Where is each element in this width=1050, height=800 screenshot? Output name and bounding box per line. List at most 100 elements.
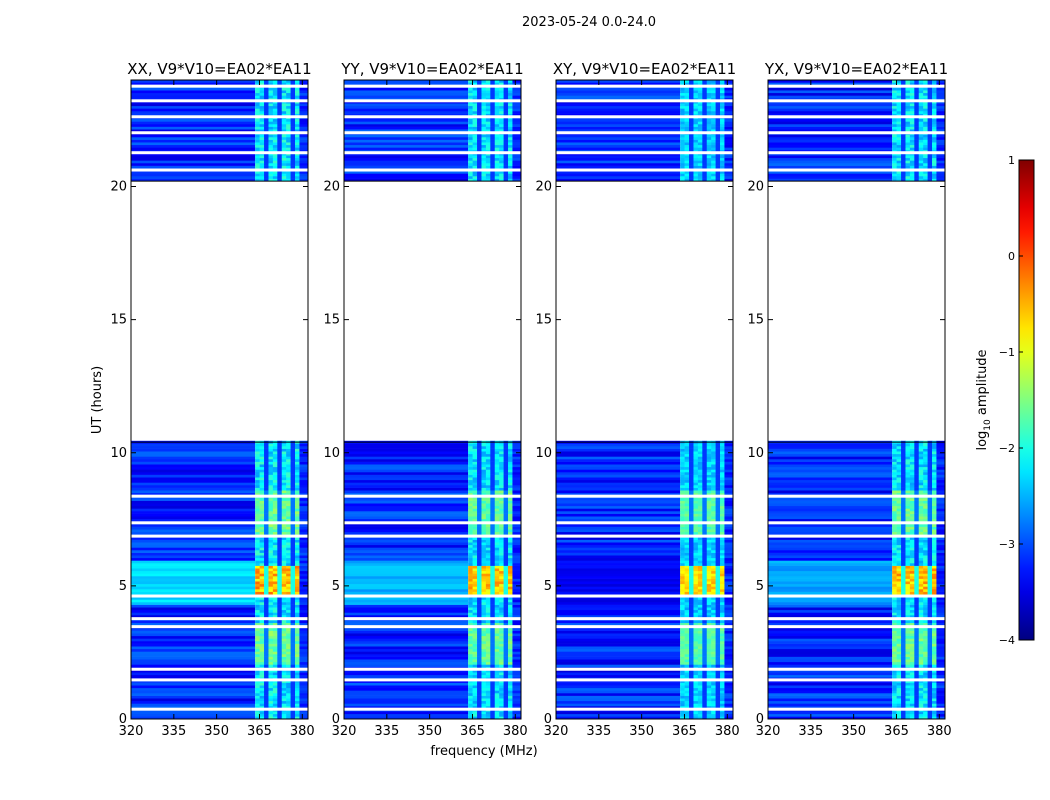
heatmap-cell: [680, 641, 685, 644]
heatmap-cell: [295, 633, 300, 637]
heatmap-cell: [268, 552, 274, 556]
heatmap-cell: [503, 672, 509, 676]
heatmap-cell: [259, 443, 265, 447]
heatmap-cell: [272, 687, 278, 691]
heatmap-cell: [259, 503, 265, 507]
heatmap-cell: [485, 669, 491, 673]
heatmap-cell: [477, 136, 482, 140]
heatmap-cell: [499, 456, 504, 460]
heatmap-cell: [556, 459, 681, 462]
heatmap-cell: [290, 147, 296, 151]
heatmap-cell: [693, 490, 699, 494]
heatmap-cell: [494, 524, 500, 527]
heatmap-cell: [259, 604, 265, 608]
heatmap-cell: [720, 690, 725, 694]
heatmap-cell: [556, 170, 681, 174]
heatmap-cell: [490, 531, 496, 535]
flagged-row: [344, 168, 521, 172]
heatmap-cell: [706, 565, 712, 569]
heatmap-cell: [281, 638, 287, 642]
flagged-row: [344, 521, 521, 525]
heatmap-cell: [299, 552, 308, 556]
heatmap-cell: [702, 659, 708, 663]
heatmap-cell: [264, 552, 269, 556]
heatmap-cell: [556, 690, 681, 694]
heatmap-cell: [264, 466, 269, 470]
heatmap-cell: [259, 155, 265, 159]
heatmap-cell: [472, 703, 478, 707]
heatmap-cell: [556, 557, 681, 561]
heatmap-cell: [490, 139, 496, 143]
heatmap-cell: [268, 565, 274, 569]
heatmap-cell: [697, 693, 703, 696]
heatmap-cell: [299, 698, 308, 702]
heatmap-cell: [295, 123, 300, 127]
heatmap-cell: [295, 144, 300, 148]
heatmap-cell: [286, 503, 291, 507]
heatmap-cell: [702, 609, 708, 613]
heatmap-cell: [508, 602, 513, 605]
heatmap-cell: [512, 628, 521, 631]
heatmap-cell: [702, 550, 708, 553]
heatmap-cell: [281, 680, 287, 683]
heatmap-cell: [680, 622, 685, 626]
heatmap-cell: [720, 160, 725, 164]
heatmap-cell: [508, 464, 513, 468]
heatmap-cell: [255, 542, 260, 546]
heatmap-cell: [715, 638, 721, 642]
heatmap-cell: [477, 685, 482, 689]
heatmap-cell: [494, 448, 500, 452]
heatmap-cell: [715, 656, 721, 660]
heatmap-cell: [268, 690, 274, 694]
heatmap-cell: [689, 648, 694, 652]
heatmap-cell: [693, 690, 699, 694]
heatmap-cell: [281, 555, 287, 559]
heatmap-cell: [715, 713, 721, 717]
heatmap-cell: [512, 498, 521, 501]
heatmap-cell: [468, 498, 473, 501]
heatmap-cell: [508, 615, 513, 618]
heatmap-cell: [259, 659, 265, 663]
heatmap-cell: [286, 500, 291, 504]
heatmap-cell: [277, 578, 283, 582]
x-tick-label: 365: [247, 724, 272, 739]
heatmap-cell: [512, 539, 521, 543]
heatmap-cell: [290, 565, 296, 569]
heatmap-cell: [490, 615, 496, 618]
heatmap-cell: [490, 136, 496, 140]
heatmap-cell: [711, 542, 716, 546]
heatmap-cell: [485, 448, 491, 452]
heatmap-cell: [702, 646, 708, 650]
heatmap-cell: [724, 446, 733, 449]
heatmap-cell: [286, 547, 291, 551]
heatmap-cell: [706, 578, 712, 582]
heatmap-cell: [680, 620, 685, 624]
heatmap-cell: [472, 565, 478, 569]
heatmap-cell: [711, 609, 716, 613]
heatmap-cell: [472, 633, 478, 637]
heatmap-cell: [299, 142, 308, 146]
heatmap-cell: [485, 90, 491, 94]
heatmap-cell: [277, 672, 283, 676]
y-tick-label: 20: [323, 180, 340, 195]
heatmap-cell: [503, 466, 509, 470]
heatmap-cell: [299, 638, 308, 642]
heatmap-cell: [556, 687, 681, 691]
heatmap-cell: [689, 459, 694, 462]
heatmap-cell: [720, 635, 725, 639]
heatmap-cell: [556, 542, 681, 546]
heatmap-cell: [512, 568, 521, 572]
heatmap-cell: [295, 646, 300, 650]
heatmap-cell: [494, 80, 500, 83]
heatmap-cell: [295, 87, 300, 91]
heatmap-cell: [477, 589, 482, 592]
heatmap-cell: [344, 695, 469, 699]
heatmap-cell: [131, 477, 256, 481]
heatmap-cell: [494, 453, 500, 457]
heatmap-cell: [277, 680, 283, 683]
heatmap-cell: [697, 555, 703, 559]
heatmap-cell: [472, 620, 478, 624]
heatmap-cell: [693, 165, 699, 169]
heatmap-cell: [468, 570, 473, 574]
heatmap-cell: [277, 518, 283, 522]
